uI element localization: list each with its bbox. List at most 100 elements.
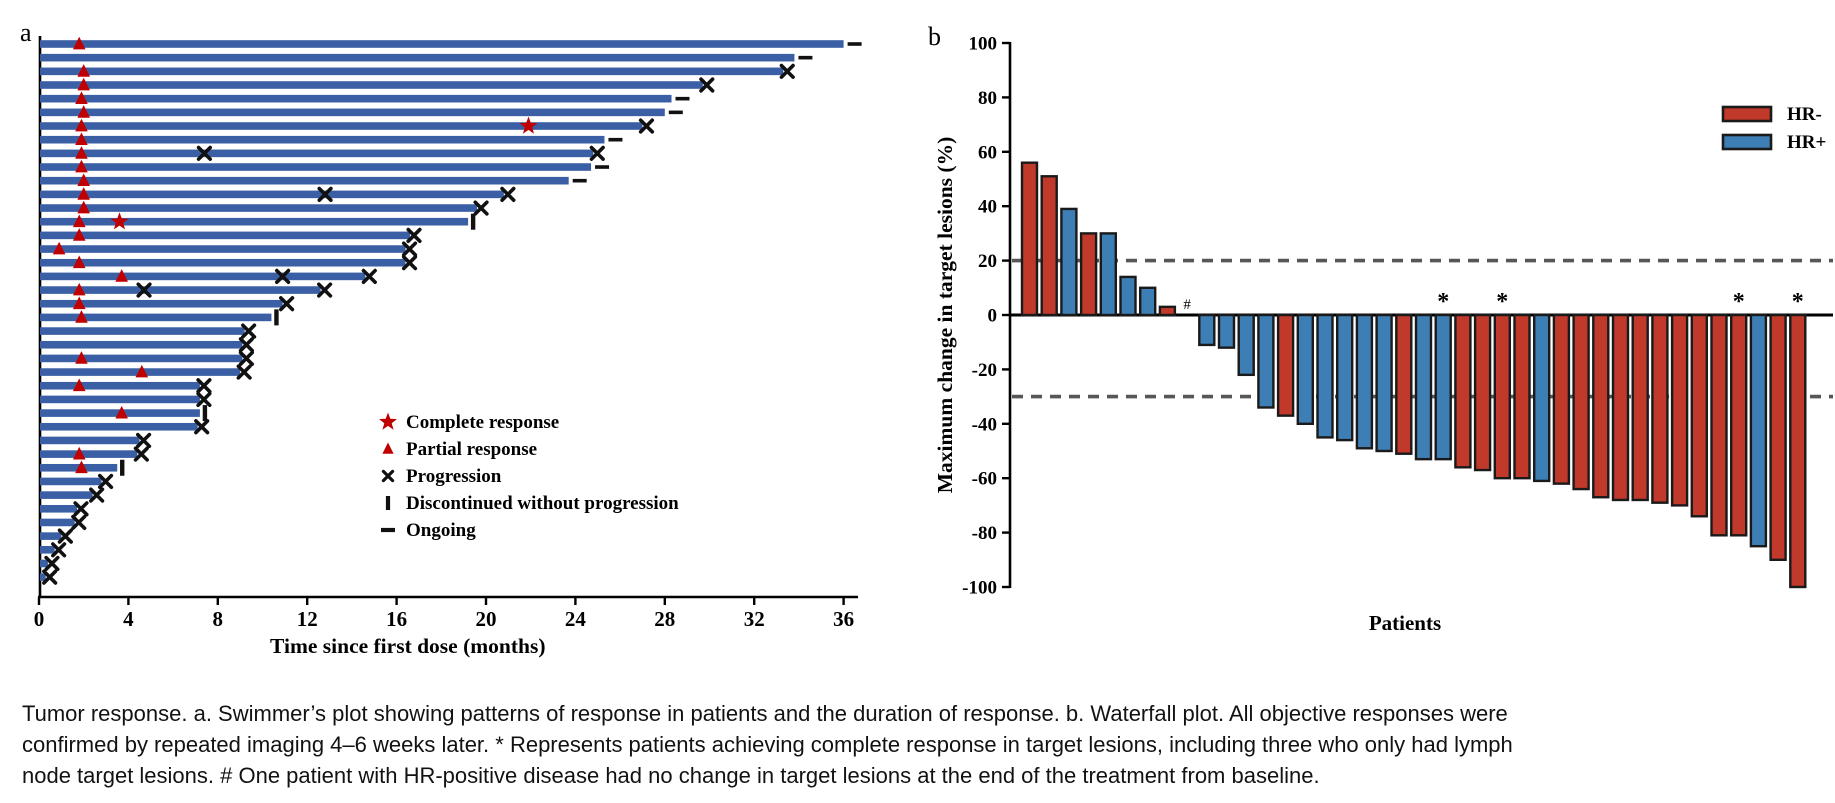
progression-icon — [196, 145, 212, 161]
swimmer-bar — [40, 53, 795, 62]
partial-response-icon — [75, 118, 88, 132]
swimmer-bar — [40, 135, 605, 144]
progression-icon — [71, 514, 87, 531]
waterfall-bar — [1395, 313, 1413, 455]
swimmer-bar — [40, 299, 283, 308]
partial-response-icon — [72, 446, 86, 460]
progression-icon — [317, 186, 333, 202]
waterfall-bar — [1611, 313, 1630, 502]
waterfall-bar — [1119, 275, 1137, 317]
waterfall-bar — [1651, 313, 1669, 504]
waterfall-bar — [1769, 313, 1787, 562]
waterfall-bar — [1296, 313, 1315, 426]
swimmer-x-tick-label: 4 — [123, 607, 134, 631]
waterfall-bar — [1552, 313, 1571, 485]
swimmer-x-tick-label: 36 — [833, 607, 854, 631]
progression-icon — [638, 118, 655, 134]
swimmer-bar — [40, 67, 784, 76]
waterfall-bar — [1493, 313, 1512, 480]
swimmer-x-tick-label: 28 — [654, 607, 675, 631]
legend-label: Progression — [406, 466, 502, 487]
waterfall-bar — [1592, 313, 1610, 499]
progression-icon — [196, 391, 212, 408]
partial-response-icon — [75, 91, 88, 105]
swimmer-x-tick-label: 20 — [476, 607, 497, 631]
partial-response-icon — [77, 64, 90, 77]
progression-icon — [406, 227, 422, 243]
progression-icon — [135, 432, 152, 449]
partial-response-icon — [115, 269, 128, 282]
complete-response-asterisk: * — [1437, 289, 1449, 315]
waterfall-y-tick-label: -20 — [972, 360, 997, 381]
partial-response-icon — [75, 159, 88, 173]
waterfall-y-tick-label: 20 — [978, 251, 997, 272]
progression-icon — [699, 77, 715, 93]
partial-response-icon — [77, 77, 90, 91]
swimmer-bar — [40, 381, 200, 390]
swimmer-bar — [40, 217, 469, 226]
waterfall-bar — [1513, 313, 1531, 480]
legend-swatch — [1721, 105, 1773, 123]
swimmer-bar — [40, 422, 198, 431]
progression-icon — [779, 63, 795, 79]
progression-icon — [361, 268, 377, 284]
partial-response-icon — [77, 200, 90, 214]
legend-label: Complete response — [406, 412, 559, 433]
waterfall-bar — [1237, 313, 1255, 377]
partial-response-icon — [72, 36, 86, 50]
swimmer-bar — [40, 545, 55, 554]
waterfall-y-tick-label: -60 — [972, 469, 997, 490]
swimmer-bar — [40, 176, 569, 185]
swimmer-bar — [40, 450, 138, 458]
waterfall-bar — [1020, 161, 1039, 317]
complete-response-asterisk: * — [1792, 289, 1804, 315]
swimmer-bar — [40, 518, 75, 527]
swimmer-bar — [40, 190, 504, 199]
progression-icon — [236, 364, 252, 380]
swimmer-bar — [40, 573, 46, 581]
progression-icon — [57, 528, 73, 544]
waterfall-bar — [1138, 286, 1157, 317]
waterfall-bar — [1099, 232, 1118, 317]
swimmer-bar — [40, 108, 665, 117]
progression-icon — [238, 350, 254, 367]
waterfall-plot-svg: 100 80 60 40 20 0 -20 -40 -60 -80 -100 Maximum chan… — [933, 34, 1833, 635]
swimmer-bar — [40, 40, 844, 48]
progression-icon — [473, 200, 489, 216]
swimmer-bar — [40, 395, 200, 404]
waterfall-bar — [1572, 313, 1590, 491]
waterfall-bar — [1040, 175, 1058, 317]
swimmer-bar — [40, 122, 643, 130]
partial-response-icon — [77, 187, 90, 200]
swimmer-x-tick-label: 24 — [565, 607, 587, 631]
waterfall-y-axis-title: Maximum change in target lesions (%) — [933, 137, 957, 494]
progression-icon — [97, 473, 114, 490]
waterfall-bar — [1198, 313, 1216, 347]
waterfall-bar — [1257, 313, 1275, 409]
figure-caption: Tumor response. a. Swimmer’s plot showin… — [22, 701, 1513, 788]
swimmer-bar — [40, 491, 93, 499]
legend-label: Partial response — [406, 439, 537, 460]
waterfall-bar — [1789, 313, 1807, 589]
legend-complete-response-icon — [379, 412, 397, 430]
waterfall-bar — [1631, 313, 1649, 502]
partial-response-icon — [75, 132, 88, 146]
partial-response-icon — [72, 214, 86, 228]
partial-response-icon — [115, 405, 128, 419]
waterfall-bar — [1079, 232, 1098, 317]
panel-a-label: a — [20, 18, 32, 47]
swimmer-bar — [40, 436, 140, 445]
legend-label: Ongoing — [406, 520, 476, 541]
waterfall-bar — [1060, 207, 1078, 317]
swimmer-bar — [40, 532, 62, 540]
progression-icon — [401, 241, 418, 257]
swimmer-bar — [40, 149, 594, 158]
waterfall-y-tick-label: 60 — [978, 142, 997, 163]
swimmer-bar — [40, 81, 703, 89]
complete-response-asterisk: * — [1496, 289, 1508, 315]
swimmer-bar — [40, 272, 366, 281]
partial-response-icon — [135, 364, 149, 378]
swimmer-bar — [40, 354, 243, 363]
partial-response-icon — [72, 296, 86, 310]
